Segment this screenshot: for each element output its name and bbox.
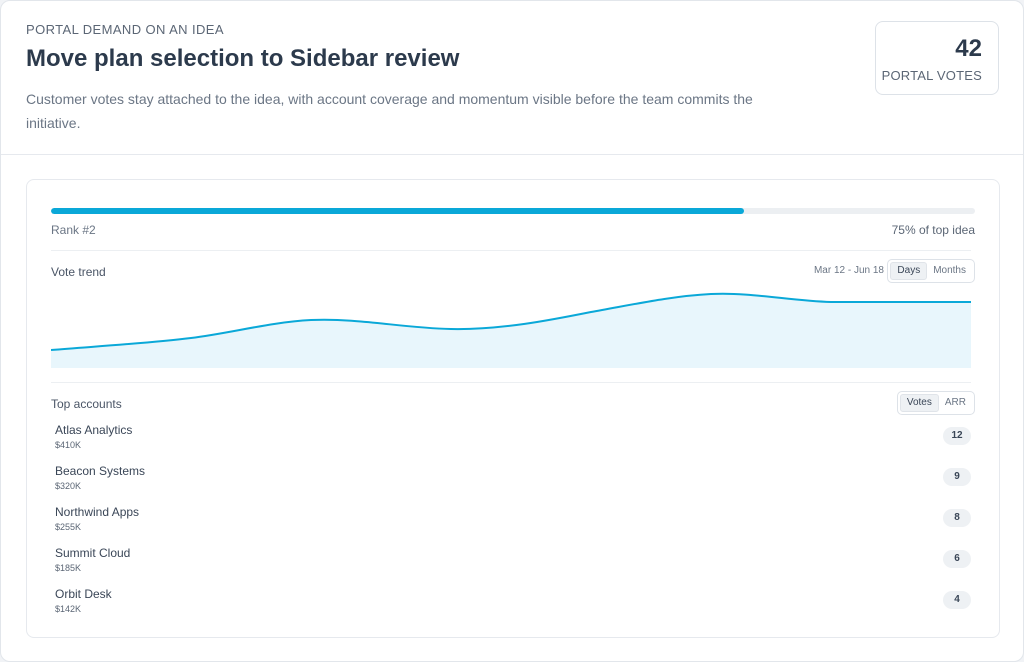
idea-title: Move plan selection to Sidebar review (26, 45, 460, 72)
account-arr: $185K (55, 563, 82, 573)
divider (51, 382, 971, 383)
top-accounts-title: Top accounts (51, 397, 122, 411)
card-header: PORTAL DEMAND ON AN IDEA Move plan selec… (1, 1, 1023, 155)
divider (51, 250, 971, 251)
date-range-label: Mar 12 - Jun 18 (813, 265, 884, 276)
account-arr: $142K (55, 604, 82, 614)
accounts-metric-toggle[interactable]: Votes ARR (896, 391, 975, 415)
vote-trend-line (51, 292, 971, 351)
vote-trend-area (51, 293, 971, 368)
rank-label: Rank #2 (51, 223, 96, 237)
account-arr: $320K (55, 481, 82, 491)
rank-progress-fill (51, 208, 744, 214)
toggle-months[interactable]: Months (933, 265, 966, 276)
account-votes-badge: 4 (943, 591, 971, 609)
account-arr: $255K (55, 522, 82, 532)
account-row[interactable]: Northwind Apps $255K 8 (51, 505, 971, 546)
eyebrow-label: PORTAL DEMAND ON AN IDEA (26, 22, 224, 37)
account-row[interactable]: Orbit Desk $142K 4 (51, 587, 971, 628)
account-row[interactable]: Summit Cloud $185K 6 (51, 546, 971, 587)
account-name: Northwind Apps (55, 505, 140, 519)
demand-panel: Rank #2 75% of top idea Vote trend Mar 1… (26, 179, 1000, 638)
toggle-arr[interactable]: ARR (944, 397, 966, 408)
account-arr: $410K (55, 440, 82, 450)
account-name: Summit Cloud (55, 546, 131, 560)
toggle-votes[interactable]: Votes (899, 394, 939, 412)
toggle-days[interactable]: Days (890, 262, 928, 280)
account-votes-badge: 6 (943, 550, 971, 568)
vote-trend-chart (51, 292, 971, 368)
account-votes-badge: 12 (943, 427, 971, 445)
account-row[interactable]: Atlas Analytics $410K 12 (51, 423, 971, 464)
vote-trend-title: Vote trend (51, 265, 106, 279)
account-name: Beacon Systems (55, 464, 146, 478)
account-name: Atlas Analytics (55, 423, 133, 437)
percent-of-top-label: 75% of top idea (891, 223, 975, 237)
account-row[interactable]: Beacon Systems $320K 9 (51, 464, 971, 505)
portal-votes-label: PORTAL VOTES (881, 68, 982, 83)
rank-progress-bar (51, 208, 975, 214)
account-name: Orbit Desk (55, 587, 112, 601)
top-accounts-list: Atlas Analytics $410K 12 Beacon Systems … (51, 423, 971, 628)
portal-votes-count: 42 (955, 35, 982, 62)
trend-granularity-toggle[interactable]: Days Months (887, 259, 975, 283)
portal-votes-box: 42 PORTAL VOTES (875, 21, 999, 95)
idea-description: Customer votes stay attached to the idea… (26, 91, 753, 131)
account-votes-badge: 9 (943, 468, 971, 486)
account-votes-badge: 8 (943, 509, 971, 527)
